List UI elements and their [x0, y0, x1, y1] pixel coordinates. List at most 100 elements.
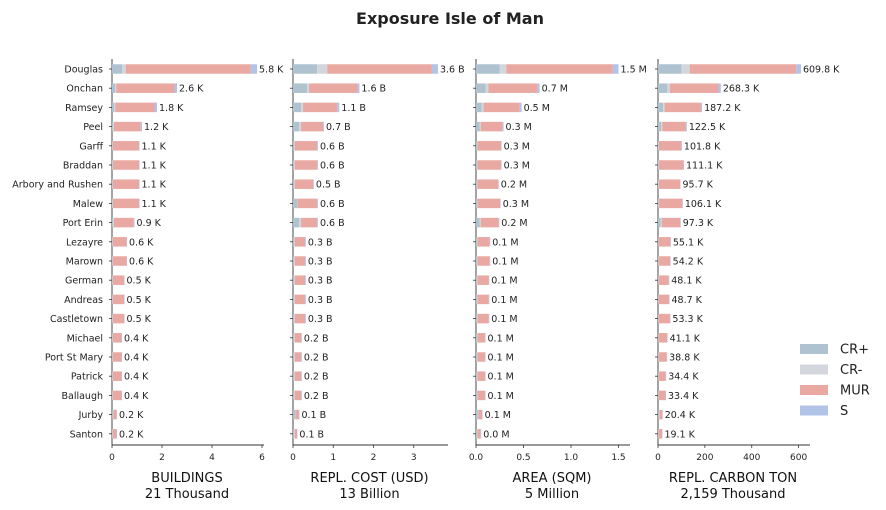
data-label: 0.7 M [542, 84, 568, 95]
bar-segment-s [305, 313, 306, 324]
data-label: 0.3 B [308, 295, 333, 306]
bar-segment-mur [658, 429, 662, 439]
bar-segment-s [124, 294, 125, 305]
data-label: 106.1 K [685, 199, 722, 210]
x-tick-label: 600 [790, 453, 807, 463]
bar-segment-s [796, 64, 801, 74]
bar-segment-mur [112, 141, 139, 151]
data-label: 1.1 K [142, 180, 167, 191]
data-label: 0.6 K [129, 237, 154, 248]
data-label: 34.4 K [668, 372, 699, 383]
bar-segment-mur [309, 83, 358, 93]
data-label: 3.6 B [440, 65, 465, 76]
bar-segment-s [502, 121, 504, 132]
data-label: 0.6 B [320, 141, 345, 152]
bar-segment-mur [297, 198, 318, 209]
bar-segment-mur [294, 179, 314, 189]
data-label: 48.7 K [671, 295, 702, 306]
bar-segment-cr-plus [293, 390, 295, 401]
data-label: 0.1 M [492, 257, 518, 268]
bar-segment-mur [113, 198, 139, 209]
bar-segment-s [301, 333, 302, 343]
bar-segment-cr-plus [112, 217, 114, 228]
data-label: 609.8 K [803, 65, 840, 76]
bar-segment-s [700, 102, 703, 113]
bar-segment-cr-plus [112, 121, 114, 132]
category-label: Onchan [66, 84, 103, 95]
bar-segment-mur [477, 333, 486, 343]
data-label: 0.5 B [316, 180, 341, 191]
bar-segment-s [124, 313, 125, 324]
bar-segment-mur [480, 121, 503, 132]
bar-segment-cr-plus [476, 237, 477, 247]
bar-segment-s [305, 275, 306, 285]
bar-segment-cr-plus [293, 237, 295, 247]
bar-segment-cr-plus [293, 256, 295, 266]
bar-segment-mur [303, 102, 338, 113]
legend-label: CR- [840, 363, 863, 378]
bar-segment-mur [477, 275, 489, 285]
bar-segment-cr-minus [681, 64, 690, 74]
bar-segment-cr-plus [658, 217, 661, 228]
data-label: 5.8 K [259, 65, 284, 76]
legend-label: MUR [840, 384, 870, 399]
bar-segment-mur [294, 141, 318, 151]
bar-segment-cr-plus [293, 409, 296, 420]
bar-segment-cr-plus [476, 429, 477, 439]
data-label: 268.3 K [723, 84, 760, 95]
data-label: 0.2 K [119, 429, 144, 440]
x-tick-label: 2 [371, 453, 377, 463]
bar-segment-cr-plus [112, 429, 113, 439]
bar-segment-mur [658, 390, 666, 401]
bar-segment-cr-plus [476, 313, 477, 324]
data-label: 0.4 K [124, 372, 149, 383]
bar-segment-mur [125, 64, 251, 74]
x-axis-label: REPL. COST (USD) [310, 471, 428, 486]
x-axis-total: 13 Billion [339, 487, 399, 502]
data-label: 0.1 B [301, 410, 326, 421]
bar-segment-s [154, 102, 157, 113]
data-label: 0.6 K [129, 257, 154, 268]
bar-segment-cr-plus [293, 371, 295, 381]
data-label: 0.3 B [308, 276, 333, 287]
bar-segment-cr-plus [293, 294, 295, 305]
bar-segment-cr-plus [658, 121, 662, 132]
bar-segment-cr-minus [667, 83, 670, 93]
bar-segment-mur [488, 83, 538, 93]
bar-segment-cr-plus [476, 333, 477, 343]
bar-segment-mur [658, 294, 670, 305]
category-label: Ramsey [65, 103, 103, 114]
bar-segment-mur [477, 256, 490, 266]
legend-label: S [840, 404, 848, 419]
x-tick-label: 0 [290, 453, 296, 463]
bar-segment-mur [478, 409, 483, 420]
data-label: 0.3 M [504, 141, 530, 152]
bar-segment-mur [658, 179, 681, 189]
x-tick-label: 6 [259, 453, 265, 463]
bar-segment-cr-plus [293, 217, 300, 228]
bar-segment-mur [294, 429, 298, 439]
data-label: 0.2 M [501, 180, 527, 191]
bar-segment-cr-plus [293, 102, 302, 113]
bar-segment-cr-plus [293, 198, 298, 209]
bar-segment-mur [658, 141, 682, 151]
bar-segment-s [317, 198, 318, 209]
bar-segment-mur [112, 333, 122, 343]
bar-segment-mur [662, 121, 686, 132]
bar-segment-cr-plus [293, 333, 295, 343]
data-label: 53.3 K [672, 314, 703, 325]
data-label: 0.2 B [304, 372, 329, 383]
bar-segment-mur [112, 275, 124, 285]
bar-segment-mur [112, 313, 124, 324]
bar-segment-mur [661, 217, 681, 228]
data-label: 0.2 B [304, 391, 329, 402]
bar-segment-cr-minus [113, 217, 114, 228]
bar-segment-cr-plus [293, 121, 300, 132]
bar-segment-cr-plus [112, 102, 114, 113]
bar-segment-mur [294, 256, 306, 266]
bar-segment-cr-plus [476, 217, 480, 228]
data-label: 55.1 K [673, 237, 704, 248]
bar-segment-mur [658, 371, 666, 381]
bar-segment-cr-minus [485, 83, 489, 93]
bar-segment-cr-minus [113, 121, 114, 132]
